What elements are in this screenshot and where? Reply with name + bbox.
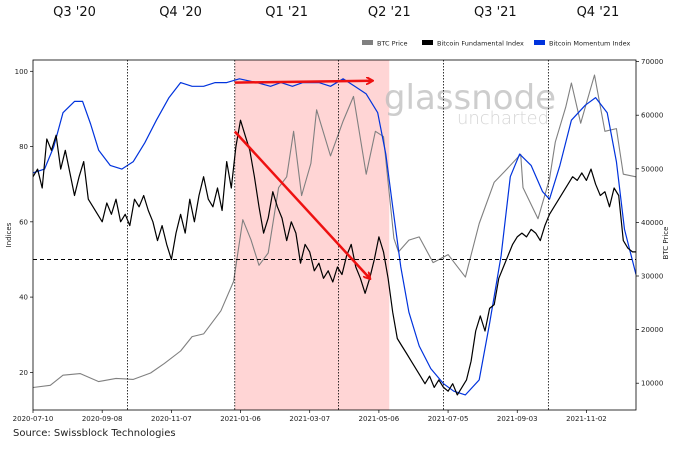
x-tick-label: 2021-09-03: [497, 415, 538, 423]
y-tick-label-left: 60: [19, 218, 28, 226]
y-tick-label-left: 100: [15, 68, 28, 76]
plot-background: [33, 60, 636, 410]
y-tick-label-left: 80: [19, 143, 28, 151]
quarter-label: Q4 '20: [159, 5, 202, 20]
trend-arrow: [234, 81, 372, 83]
highlight-span: [234, 60, 390, 410]
quarter-label: Q3 '21: [474, 5, 517, 20]
x-tick-label: 2020-11-07: [151, 415, 192, 423]
y-tick-label-right: 50000: [641, 165, 663, 173]
legend-swatch: [534, 40, 545, 45]
source-note: Source: Swissblock Technologies: [13, 428, 176, 439]
legend-swatch: [362, 40, 373, 45]
x-tick-label: 2021-11-02: [566, 415, 607, 423]
y-axis-label-right: BTC Price: [662, 227, 670, 260]
x-tick-label: 2021-01-06: [220, 415, 261, 423]
legend: BTC Price Bitcoin Fundamental Index Bitcoi…: [362, 40, 631, 48]
quarter-label: Q1 '21: [265, 5, 308, 20]
legend-swatch: [422, 40, 433, 45]
y-tick-label-left: 20: [19, 369, 28, 377]
legend-label: BTC Price: [377, 40, 408, 48]
overlay: [33, 60, 636, 410]
legend-label: Bitcoin Fundamental Index: [437, 40, 524, 48]
x-tick-label: 2021-05-06: [359, 415, 400, 423]
y-tick-label-right: 70000: [641, 58, 663, 66]
y-tick-label-left: 40: [19, 294, 28, 302]
quarter-label: Q2 '21: [368, 5, 411, 20]
y-tick-label-right: 40000: [641, 219, 663, 227]
x-tick-label: 2020-09-08: [82, 415, 123, 423]
watermark-sub: uncharted: [457, 108, 549, 129]
legend-label: Bitcoin Momentum Index: [549, 40, 631, 48]
y-tick-label-right: 30000: [641, 273, 663, 281]
quarter-labels: Q3 '20 Q4 '20 Q1 '21 Q2 '21 Q3 '21 Q4 '21: [53, 5, 619, 20]
series-line-bitcoin-momentum-index: [33, 78, 636, 396]
quarter-label: Q3 '20: [53, 5, 96, 20]
y-axis-label-left: Indices: [5, 222, 13, 247]
x-tick-label: 2021-03-07: [289, 415, 330, 423]
watermark-logo: glassnode: [384, 78, 556, 118]
x-tick-label: 2020-07-10: [13, 415, 54, 423]
axes: 20 40 60 80 100 10000 20000 30000 40000 50000 6000…: [5, 58, 670, 423]
y-tick-label-right: 60000: [641, 112, 663, 120]
series-line-bitcoin-fundamental-index: [33, 119, 636, 396]
series-line-btc-price: [33, 74, 636, 389]
axes-frame: [32, 59, 637, 411]
trend-arrow: [233, 130, 370, 279]
series-layer: [33, 74, 636, 396]
x-tick-label: 2021-07-05: [428, 415, 469, 423]
y-tick-label-right: 20000: [641, 326, 663, 334]
y-tick-label-right: 10000: [641, 380, 663, 388]
quarter-label: Q4 '21: [577, 5, 620, 20]
